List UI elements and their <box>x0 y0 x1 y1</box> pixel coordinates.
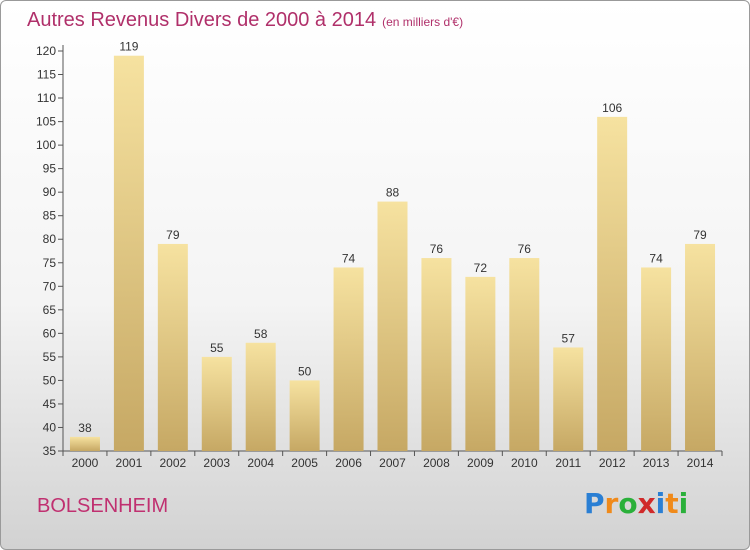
logo-letter: i <box>678 487 689 520</box>
x-tick-label: 2001 <box>116 456 143 470</box>
bar-2010 <box>509 258 540 451</box>
bar-2009 <box>465 276 496 451</box>
x-tick-label: 2007 <box>379 456 406 470</box>
bar-value-label: 106 <box>602 101 622 115</box>
bar-2012 <box>597 116 628 451</box>
x-tick-label: 2002 <box>159 456 186 470</box>
y-tick-label: 70 <box>43 279 57 293</box>
logo-letter: t <box>665 487 679 520</box>
y-tick-label: 85 <box>43 209 57 223</box>
y-tick-label: 80 <box>43 232 57 246</box>
x-tick-label: 2008 <box>423 456 450 470</box>
bar-value-label: 72 <box>474 261 488 275</box>
y-tick-label: 65 <box>43 303 57 317</box>
x-tick-label: 2009 <box>467 456 494 470</box>
chart-bars <box>69 55 716 452</box>
logo-letter: P <box>584 487 605 520</box>
y-tick-label: 115 <box>37 68 56 82</box>
y-tick-label: 110 <box>37 91 56 105</box>
x-tick-label: 2011 <box>555 456 581 470</box>
y-tick-label: 40 <box>43 420 57 434</box>
bar-value-label: 88 <box>386 186 400 200</box>
bar-2011 <box>553 347 584 451</box>
bar-value-label: 74 <box>649 251 663 265</box>
y-tick-label: 35 <box>43 444 57 458</box>
bar-2001 <box>113 55 144 452</box>
bar-2003 <box>201 356 232 451</box>
logo-letter: x <box>637 487 656 520</box>
logo-letter: i <box>655 487 666 520</box>
x-tick-label: 2005 <box>291 456 318 470</box>
proxiti-logo[interactable]: Proxiti <box>584 487 688 520</box>
bar-value-label: 55 <box>210 341 224 355</box>
bar-2004 <box>245 342 276 451</box>
x-tick-label: 2010 <box>511 456 538 470</box>
x-tick-label: 2000 <box>72 456 99 470</box>
chart-title: Autres Revenus Divers de 2000 à 2014 (en … <box>27 9 463 32</box>
y-tick-label: 100 <box>36 138 56 152</box>
y-tick-label: 55 <box>43 350 57 364</box>
y-tick-label: 45 <box>43 397 57 411</box>
bar-value-label: 79 <box>693 228 707 242</box>
bar-2002 <box>157 243 188 451</box>
bar-2005 <box>289 380 320 451</box>
bar-value-label: 50 <box>298 364 312 378</box>
chart-data-labels: 38 119 79 55 58 50 74 88 76 72 76 57 106 74 79 <box>78 40 707 435</box>
location-name: BOLSENHEIM <box>37 495 169 517</box>
x-tick-label: 2006 <box>335 456 362 470</box>
x-tick-label: 2003 <box>203 456 230 470</box>
y-tick-label: 50 <box>43 373 57 387</box>
y-tick-label: 105 <box>36 115 56 129</box>
bar-value-label: 38 <box>78 421 92 435</box>
x-tick-label: 2012 <box>599 456 626 470</box>
bar-chart: 35 40 45 50 55 60 65 70 75 80 85 90 95 100 105 110 115 12… <box>36 40 723 470</box>
chart-subtitle: (en milliers d'€) <box>382 15 464 29</box>
bar-2007 <box>377 201 408 451</box>
bar-value-label: 57 <box>562 331 576 345</box>
logo-letter: o <box>618 487 638 520</box>
bar-value-label: 76 <box>518 242 532 256</box>
bar-2014 <box>685 243 716 451</box>
y-tick-label: 120 <box>36 44 56 58</box>
bar-value-label: 76 <box>430 242 444 256</box>
bar-2008 <box>421 258 452 451</box>
y-tick-label: 90 <box>43 185 57 199</box>
bar-2013 <box>641 267 672 451</box>
x-tick-label: 2004 <box>247 456 274 470</box>
bar-value-label: 79 <box>166 228 180 242</box>
y-tick-label: 95 <box>43 162 57 176</box>
bar-value-label: 74 <box>342 251 356 265</box>
y-tick-label: 75 <box>43 256 57 270</box>
x-tick-label: 2014 <box>687 456 714 470</box>
bar-2006 <box>333 267 364 451</box>
bar-value-label: 58 <box>254 327 268 341</box>
chart-title-text: Autres Revenus Divers de 2000 à 2014 <box>27 9 377 31</box>
logo-letter: r <box>604 487 619 520</box>
x-tick-label: 2013 <box>643 456 670 470</box>
y-tick-label: 60 <box>43 326 57 340</box>
bar-2000 <box>69 436 100 451</box>
bar-value-label: 119 <box>119 40 138 54</box>
